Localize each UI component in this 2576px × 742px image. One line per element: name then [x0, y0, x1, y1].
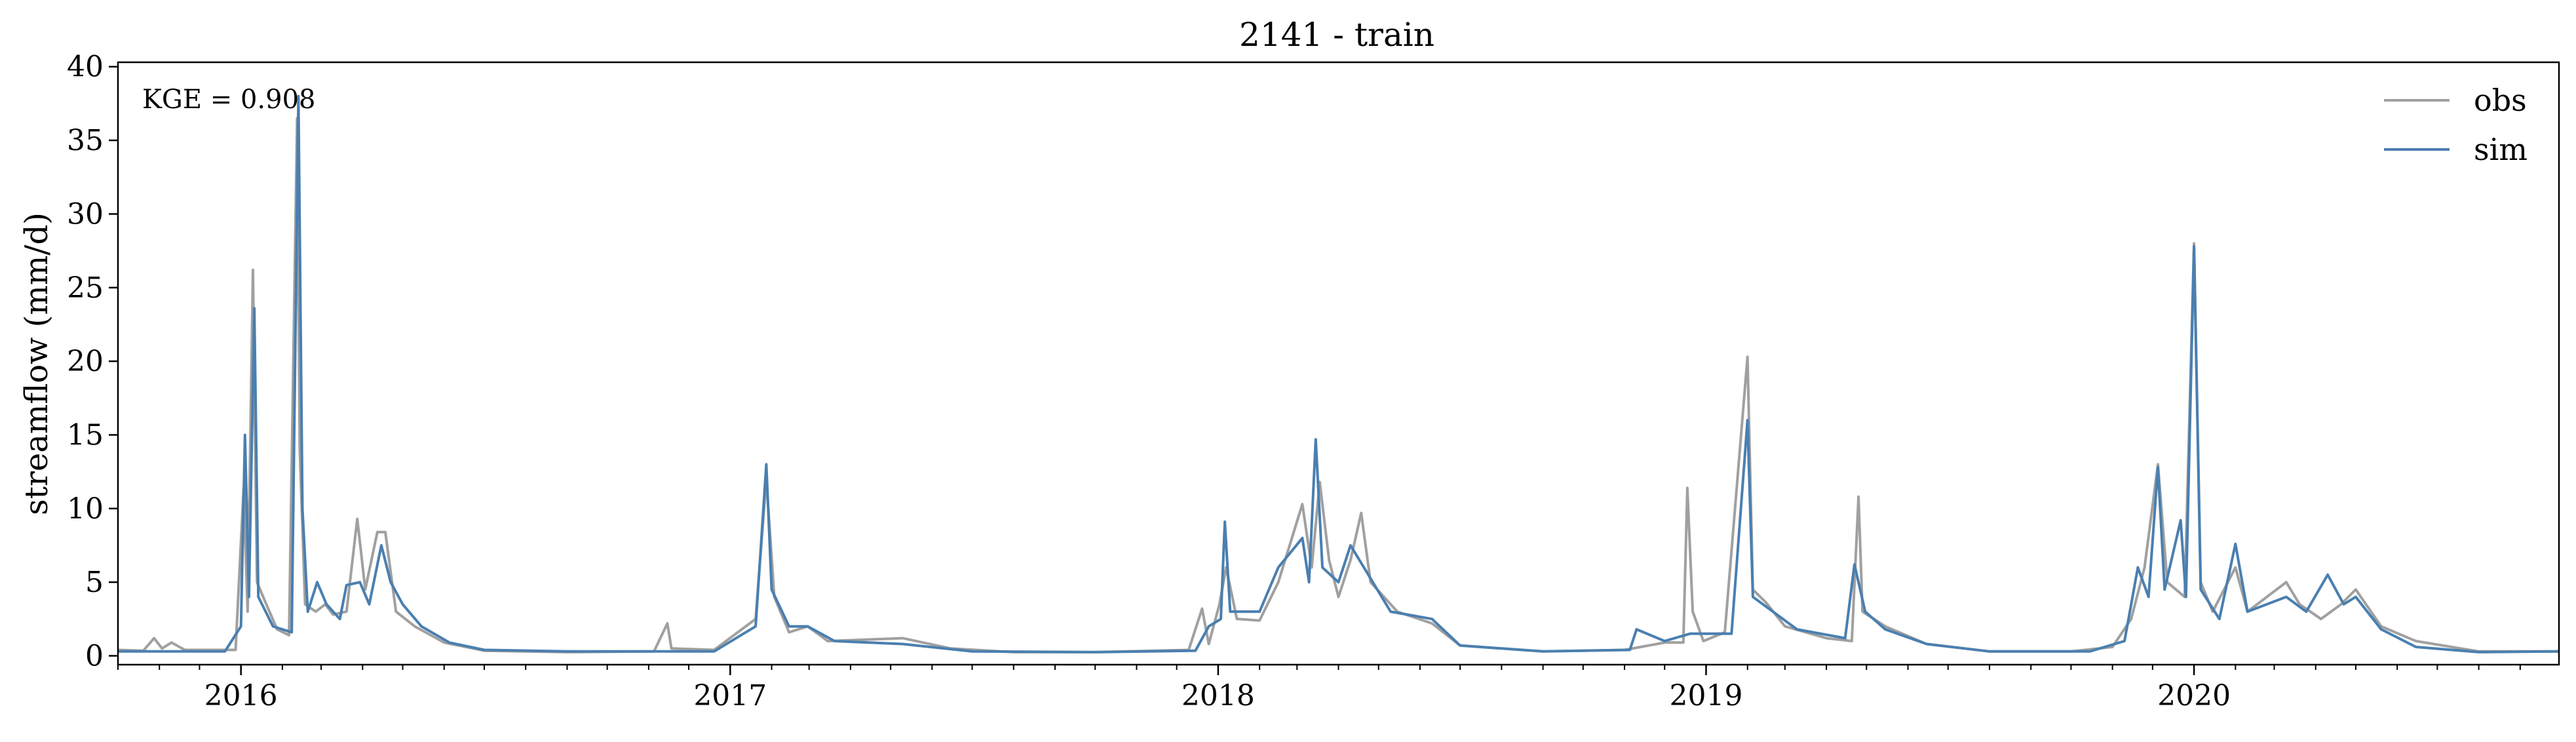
y-tick-label: 0	[85, 640, 104, 673]
kge-annotation: KGE = 0.908	[142, 85, 316, 115]
y-axis: 0 5 10 15 20 25 30 35 40	[67, 50, 118, 673]
axes-frame	[117, 61, 2560, 666]
series-line-obs	[117, 117, 2559, 654]
legend: obs sim	[2384, 83, 2528, 167]
y-tick-label: 20	[67, 345, 104, 378]
y-axis-label: streamflow (mm/d)	[18, 212, 55, 515]
y-tick-label: 40	[67, 50, 104, 84]
y-tick-label: 10	[67, 492, 104, 526]
plot-area	[117, 94, 2560, 654]
x-tick-label: 2017	[693, 679, 767, 713]
x-tick-label: 2018	[1182, 679, 1255, 713]
x-axis: 2016 2017 2018 2019 2020	[117, 665, 2521, 713]
x-tick-label: 2020	[2157, 679, 2231, 713]
legend-label-obs: obs	[2474, 83, 2527, 118]
y-tick-label: 15	[67, 418, 104, 452]
legend-label-sim: sim	[2474, 132, 2528, 167]
y-tick-label: 35	[67, 124, 104, 157]
y-tick-label: 30	[67, 197, 104, 231]
x-tick-label: 2019	[1670, 679, 1743, 713]
y-tick-label: 5	[85, 566, 104, 599]
y-tick-label: 25	[67, 271, 104, 305]
chart-title: 2141 - train	[1239, 16, 1434, 54]
series-line-sim	[118, 94, 2560, 654]
x-tick-label: 2016	[204, 679, 278, 713]
